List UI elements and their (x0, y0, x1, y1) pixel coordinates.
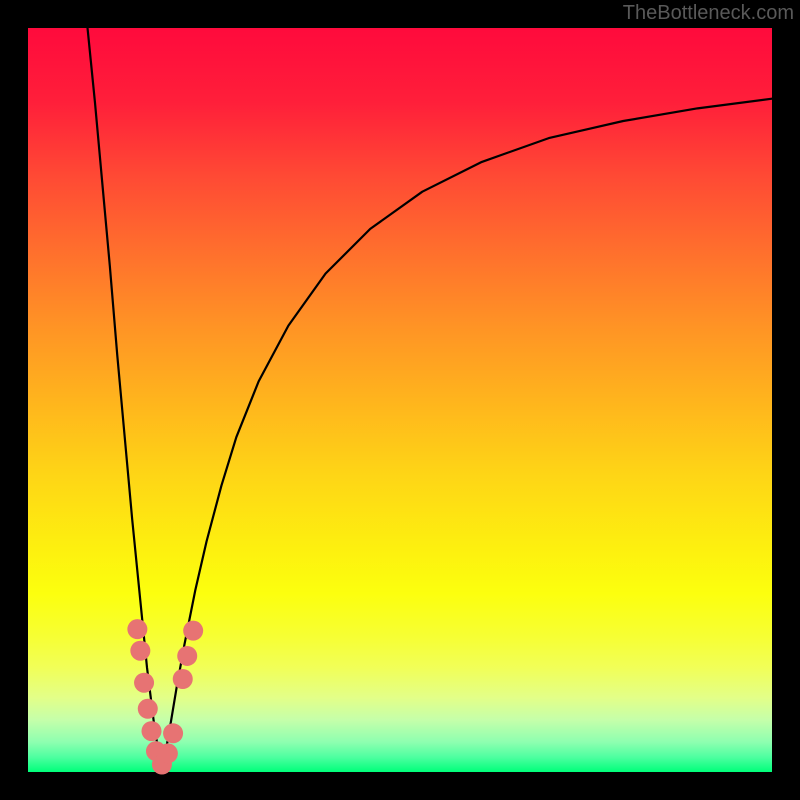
data-marker (142, 721, 162, 741)
data-marker (134, 673, 154, 693)
data-marker (173, 669, 193, 689)
data-marker (138, 699, 158, 719)
watermark-text: TheBottleneck.com (623, 2, 794, 25)
data-marker (183, 621, 203, 641)
data-marker (177, 646, 197, 666)
bottleneck-chart-svg (0, 0, 800, 800)
data-marker (130, 641, 150, 661)
data-marker (127, 619, 147, 639)
chart-container: TheBottleneck.com (0, 0, 800, 800)
data-marker (158, 743, 178, 763)
data-marker (163, 723, 183, 743)
